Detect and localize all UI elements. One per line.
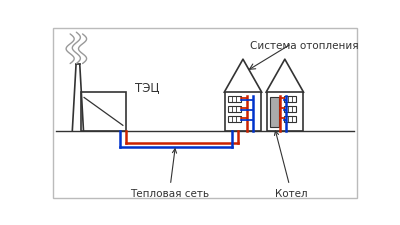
Text: ТЭЦ: ТЭЦ bbox=[135, 81, 160, 94]
Bar bbox=[228, 107, 241, 112]
Bar bbox=[267, 93, 303, 131]
Text: Котел: Котел bbox=[274, 131, 308, 198]
Bar bbox=[284, 97, 296, 102]
Bar bbox=[81, 93, 126, 131]
Bar bbox=[228, 97, 241, 102]
Bar bbox=[270, 98, 279, 128]
Bar bbox=[225, 93, 261, 131]
Bar bbox=[284, 107, 296, 112]
Bar bbox=[284, 117, 296, 122]
Text: Система отопления: Система отопления bbox=[250, 41, 358, 51]
Text: Тепловая сеть: Тепловая сеть bbox=[130, 149, 209, 198]
Bar bbox=[228, 117, 241, 122]
